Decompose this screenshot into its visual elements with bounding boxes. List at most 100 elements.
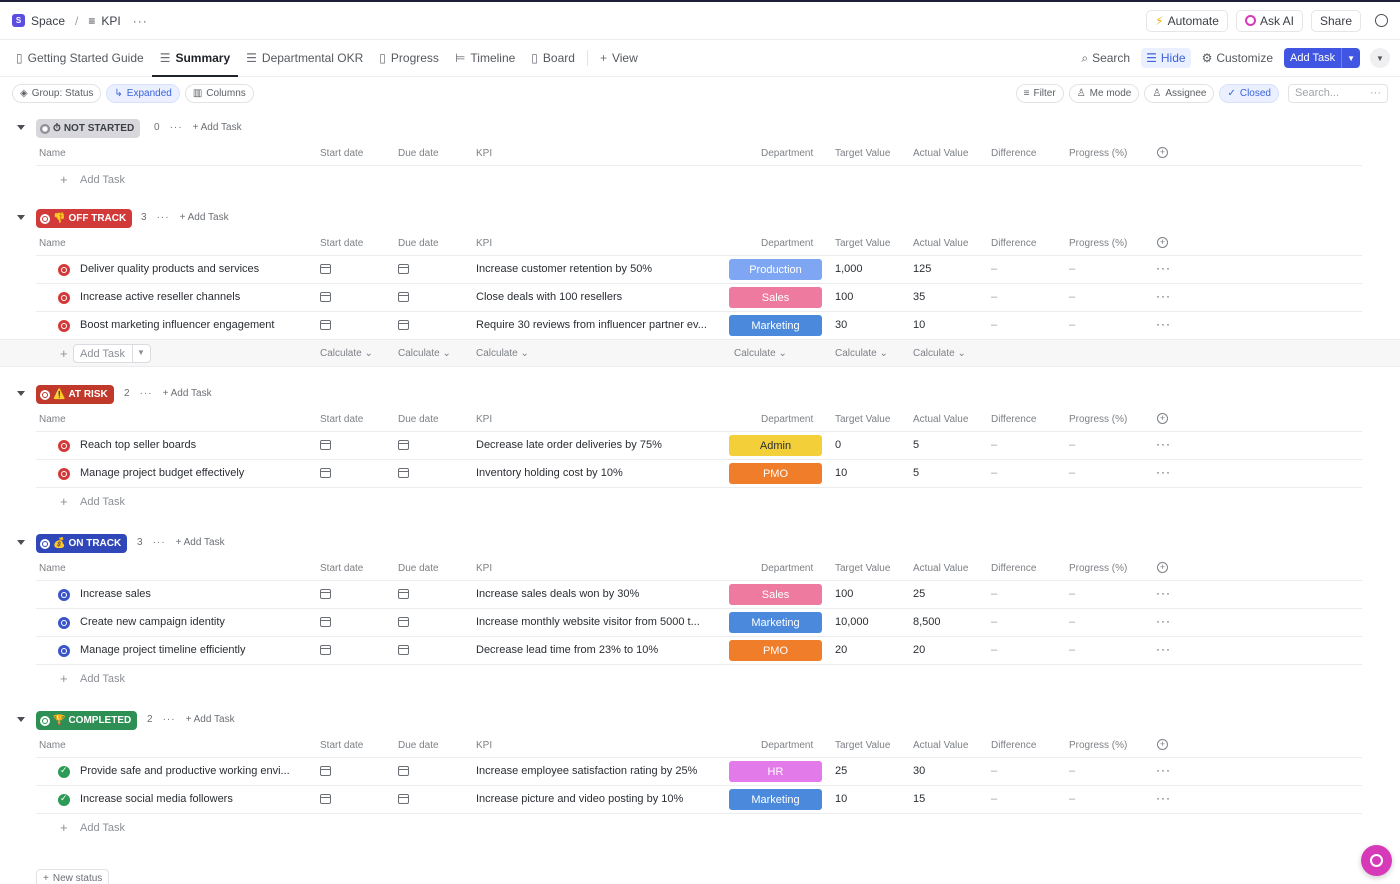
me-mode-chip[interactable]: ♙ Me mode [1068, 83, 1140, 103]
column-header-kpi[interactable]: KPI [476, 740, 493, 751]
calendar-icon[interactable] [398, 794, 409, 804]
table-row[interactable]: Provide safe and productive working envi… [36, 757, 1362, 785]
table-row[interactable]: Increase active reseller channels Close d… [36, 283, 1362, 311]
automate-button[interactable]: ⚡ Automate [1146, 9, 1228, 32]
target-value[interactable]: 10,000 [835, 616, 869, 628]
column-header-start-date[interactable]: Start date [320, 563, 364, 574]
actual-value[interactable]: 10 [913, 319, 926, 331]
chevron-down-icon[interactable]: ▼ [1341, 48, 1360, 68]
target-value[interactable]: 0 [835, 439, 842, 451]
status-badge[interactable]: 👎 OFF TRACK [36, 209, 133, 228]
calendar-icon[interactable] [398, 440, 409, 450]
tab-departmental-okr[interactable]: ☰ Departmental OKR [238, 40, 371, 76]
column-header-name[interactable]: Name [39, 414, 66, 425]
calculate-dropdown[interactable]: Calculate ⌄ [476, 348, 529, 359]
column-header-name[interactable]: Name [39, 238, 66, 249]
expanded-chip[interactable]: ↳ Expanded [106, 83, 180, 103]
column-header-kpi[interactable]: KPI [476, 148, 493, 159]
column-header-target-value[interactable]: Target Value [835, 740, 891, 751]
column-header-name[interactable]: Name [39, 148, 66, 159]
column-header-difference[interactable]: Difference [991, 740, 1037, 751]
table-row[interactable]: Increase sales Increase sales deals won b… [36, 580, 1362, 608]
column-header-due-date[interactable]: Due date [398, 563, 439, 574]
more-options-icon[interactable]: ··· [162, 714, 176, 725]
chevron-down-icon[interactable]: ▼ [137, 348, 145, 357]
more-options-icon[interactable]: ··· [152, 537, 166, 548]
tab-view[interactable]: + View [592, 40, 646, 76]
actual-value[interactable]: 20 [913, 644, 926, 656]
calendar-icon[interactable] [320, 617, 331, 627]
group-add-task-button[interactable]: + Add Task [176, 537, 225, 548]
calendar-icon[interactable] [398, 645, 409, 655]
target-value[interactable]: 30 [835, 319, 848, 331]
row-more-options-icon[interactable]: ··· [1156, 791, 1171, 805]
department-tag[interactable]: Admin [729, 435, 822, 456]
add-column-icon[interactable]: + [1157, 739, 1168, 750]
tab-getting-started-guide[interactable]: ▯ Getting Started Guide [8, 40, 152, 76]
calculate-dropdown[interactable]: Calculate ⌄ [913, 348, 966, 359]
column-header-due-date[interactable]: Due date [398, 148, 439, 159]
actual-value[interactable]: 35 [913, 291, 926, 303]
column-header-name[interactable]: Name [39, 563, 66, 574]
add-task-input[interactable]: Add Task ▼ [73, 344, 151, 363]
collapse-caret-icon[interactable] [17, 391, 25, 396]
calendar-icon[interactable] [320, 794, 331, 804]
column-header-difference[interactable]: Difference [991, 563, 1037, 574]
row-more-options-icon[interactable]: ··· [1156, 437, 1171, 451]
column-header-start-date[interactable]: Start date [320, 740, 364, 751]
ask-ai-button[interactable]: Ask AI [1235, 9, 1303, 32]
closed-chip[interactable]: ✓ Closed [1219, 83, 1279, 103]
collapse-caret-icon[interactable] [17, 125, 25, 130]
row-more-options-icon[interactable]: ··· [1156, 763, 1171, 777]
collapse-caret-icon[interactable] [17, 717, 25, 722]
column-header-target-value[interactable]: Target Value [835, 238, 891, 249]
task-name[interactable]: Provide safe and productive working envi… [80, 765, 290, 777]
actual-value[interactable]: 15 [913, 793, 926, 805]
calendar-icon[interactable] [320, 645, 331, 655]
department-tag[interactable]: HR [729, 761, 822, 782]
column-header-target-value[interactable]: Target Value [835, 414, 891, 425]
collapse-toggle-icon[interactable]: ▼ [1370, 48, 1390, 68]
column-header-actual-value[interactable]: Actual Value [913, 740, 969, 751]
task-name[interactable]: Increase sales [80, 588, 151, 600]
table-row[interactable]: Increase social media followers Increase … [36, 785, 1362, 813]
table-row[interactable]: Deliver quality products and services Inc… [36, 255, 1362, 283]
department-tag[interactable]: Marketing [729, 315, 822, 336]
target-value[interactable]: 10 [835, 793, 848, 805]
more-options-icon[interactable]: ··· [169, 122, 183, 133]
department-tag[interactable]: Sales [729, 584, 822, 605]
task-name[interactable]: Deliver quality products and services [80, 263, 260, 275]
column-header-difference[interactable]: Difference [991, 148, 1037, 159]
status-badge[interactable]: 🏆 COMPLETED [36, 711, 138, 730]
column-header-department[interactable]: Department [761, 740, 814, 751]
column-header-progress[interactable]: Progress (%) [1069, 740, 1128, 751]
task-status-icon[interactable] [58, 645, 70, 657]
column-header-kpi[interactable]: KPI [476, 563, 493, 574]
row-more-options-icon[interactable]: ··· [1156, 642, 1171, 656]
column-header-kpi[interactable]: KPI [476, 238, 493, 249]
calendar-icon[interactable] [320, 292, 331, 302]
task-name[interactable]: Create new campaign identity [80, 616, 225, 628]
row-more-options-icon[interactable]: ··· [1156, 261, 1171, 275]
task-status-icon[interactable] [58, 617, 70, 629]
department-tag[interactable]: Marketing [729, 789, 822, 810]
task-name[interactable]: Manage project budget effectively [80, 467, 245, 479]
calculate-dropdown[interactable]: Calculate ⌄ [734, 348, 787, 359]
task-name[interactable]: Reach top seller boards [80, 439, 197, 451]
columns-chip[interactable]: ▥ Columns [184, 83, 254, 103]
tab-summary[interactable]: ☰ Summary [151, 40, 239, 77]
column-header-department[interactable]: Department [761, 563, 814, 574]
target-value[interactable]: 100 [835, 291, 854, 303]
row-more-options-icon[interactable]: ··· [1156, 317, 1171, 331]
task-status-icon[interactable] [58, 440, 70, 452]
table-row[interactable]: Create new campaign identity Increase mon… [36, 608, 1362, 636]
column-header-due-date[interactable]: Due date [398, 238, 439, 249]
column-header-difference[interactable]: Difference [991, 238, 1037, 249]
calendar-icon[interactable] [398, 617, 409, 627]
filter-chip[interactable]: ≡ Filter [1015, 83, 1064, 103]
task-name[interactable]: Boost marketing influencer engagement [80, 319, 275, 331]
collapse-caret-icon[interactable] [17, 215, 25, 220]
column-header-actual-value[interactable]: Actual Value [913, 238, 969, 249]
ai-assistant-fab[interactable] [1361, 845, 1392, 876]
group-add-task-button[interactable]: + Add Task [186, 714, 235, 725]
